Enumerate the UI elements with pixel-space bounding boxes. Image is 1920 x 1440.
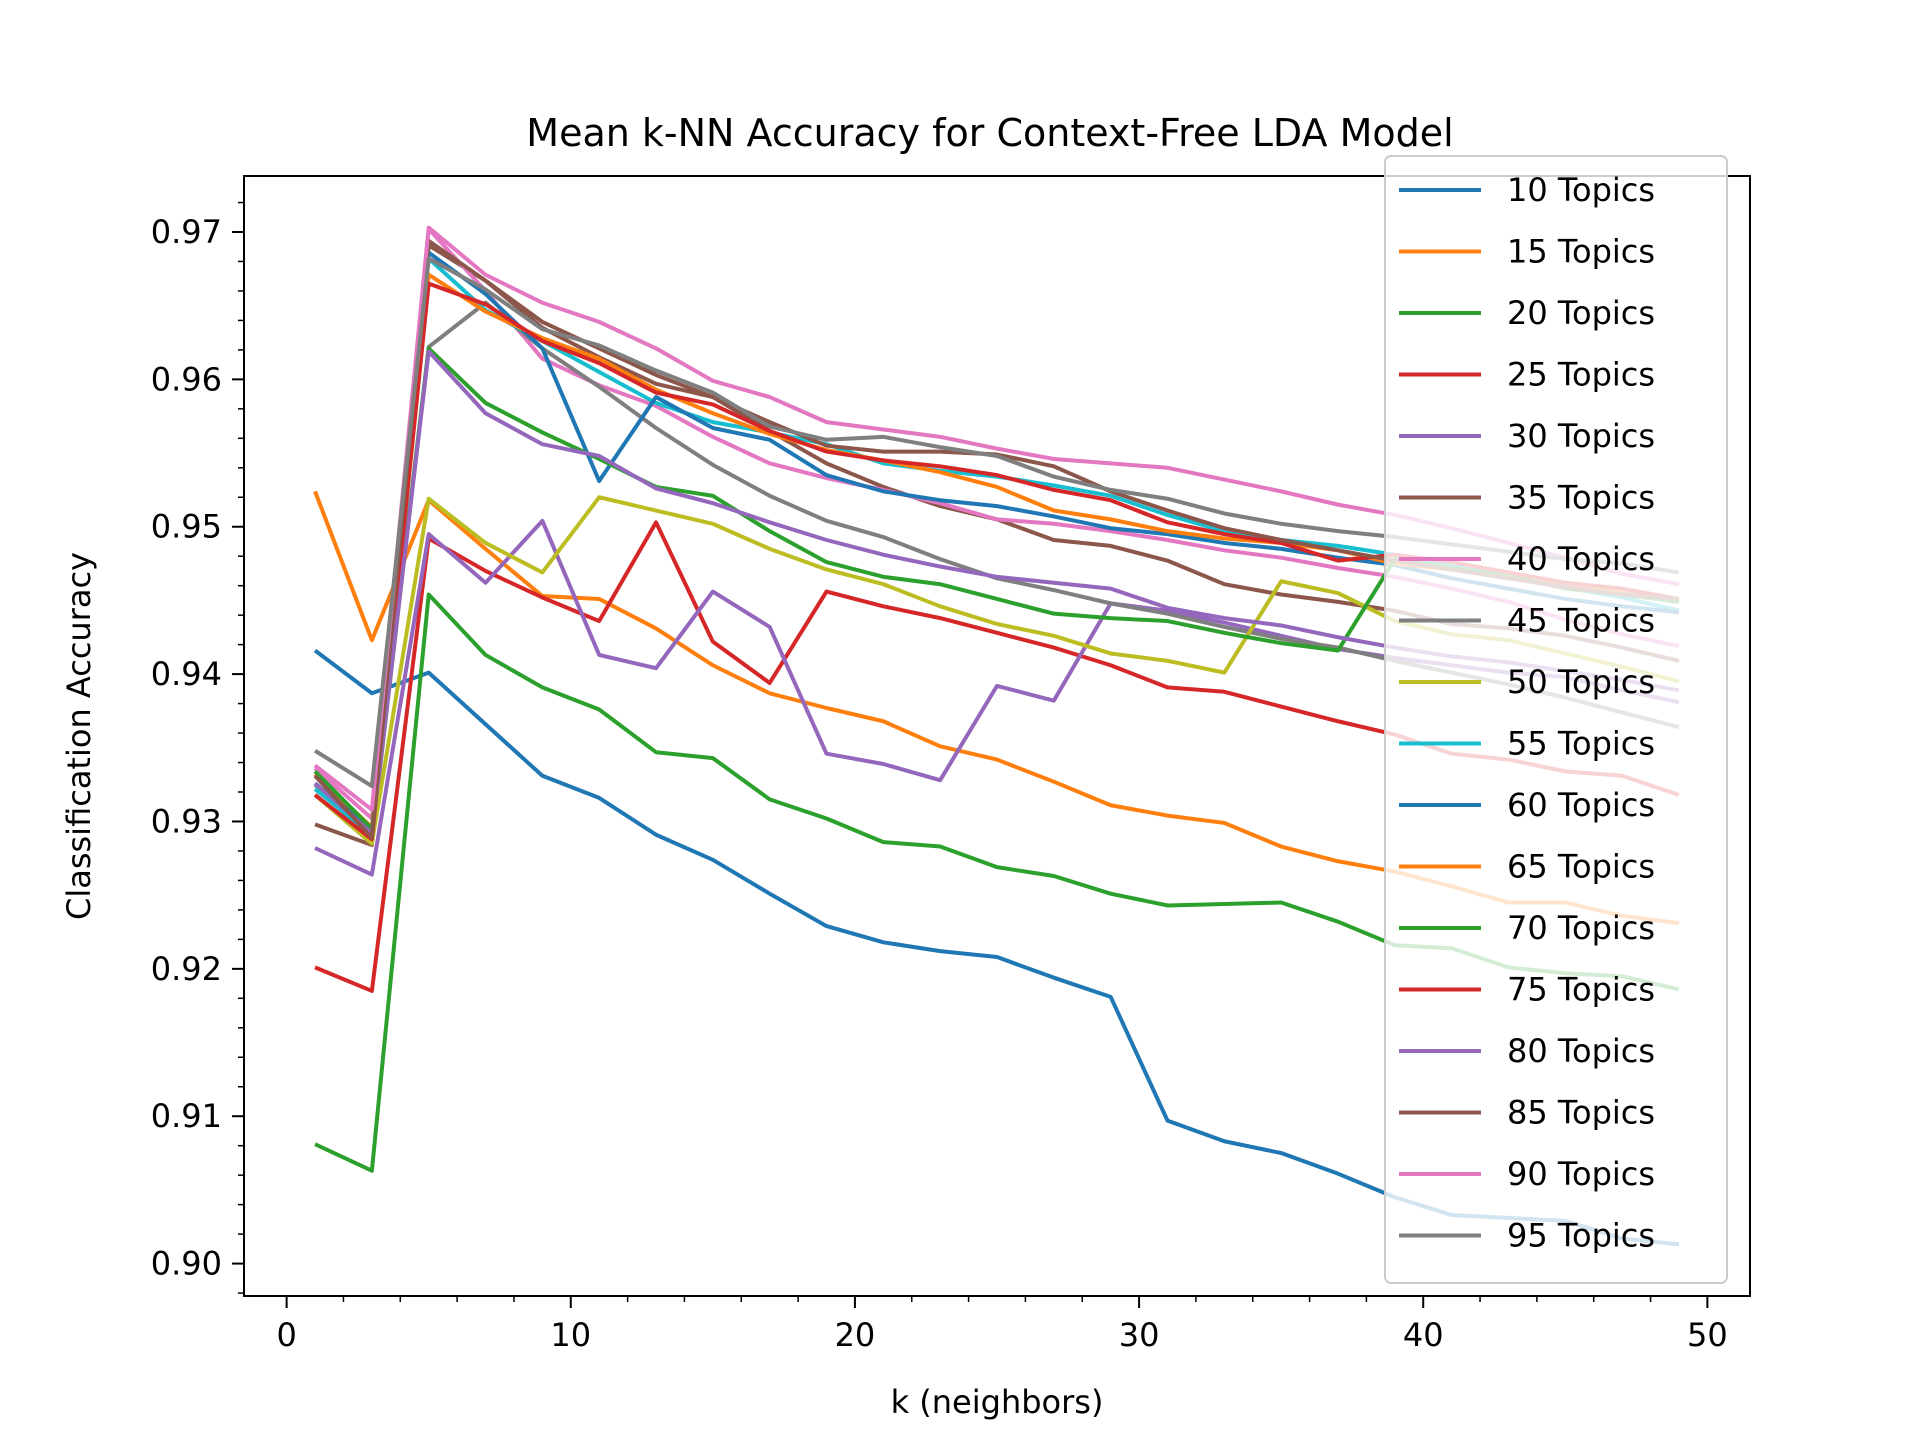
- x-axis: 0 10 20 30 40 50: [276, 1296, 1728, 1354]
- y-tick-label: 0.97: [151, 213, 222, 251]
- legend-label: 65 Topics: [1507, 848, 1655, 886]
- legend-label: 45 Topics: [1507, 602, 1655, 640]
- legend-label: 70 Topics: [1507, 909, 1655, 947]
- y-tick-label: 0.95: [151, 508, 222, 546]
- x-tick-label: 20: [835, 1316, 876, 1354]
- legend-label: 40 Topics: [1507, 540, 1655, 578]
- x-tick-label: 10: [550, 1316, 591, 1354]
- legend-label: 20 Topics: [1507, 294, 1655, 332]
- legend-label: 25 Topics: [1507, 356, 1655, 394]
- legend-label: 80 Topics: [1507, 1032, 1655, 1070]
- y-axis: 0.90 0.91 0.92 0.93 0.94 0.95 0.96 0.97: [151, 201, 244, 1294]
- legend: 10 Topics 15 Topics 20 Topics 25 Topics 30 T…: [1384, 155, 1728, 1284]
- legend-label: 30 Topics: [1507, 417, 1655, 455]
- chart-title: Mean k-NN Accuracy for Context-Free LDA …: [526, 111, 1453, 155]
- y-tick-label: 0.94: [151, 655, 222, 693]
- x-tick-label: 0: [276, 1316, 296, 1354]
- legend-label: 95 Topics: [1507, 1217, 1655, 1255]
- legend-label: 55 Topics: [1507, 725, 1655, 763]
- legend-label: 10 Topics: [1507, 171, 1655, 209]
- y-tick-label: 0.92: [151, 950, 222, 988]
- y-tick-label: 0.93: [151, 802, 222, 840]
- y-tick-label: 0.96: [151, 360, 222, 398]
- legend-label: 60 Topics: [1507, 786, 1655, 824]
- x-tick-label: 40: [1403, 1316, 1444, 1354]
- legend-label: 90 Topics: [1507, 1155, 1655, 1193]
- x-axis-label: k (neighbors): [891, 1383, 1104, 1421]
- x-tick-label: 30: [1119, 1316, 1160, 1354]
- legend-label: 75 Topics: [1507, 971, 1655, 1009]
- y-tick-label: 0.90: [151, 1245, 222, 1283]
- legend-label: 15 Topics: [1507, 233, 1655, 271]
- legend-label: 50 Topics: [1507, 663, 1655, 701]
- legend-label: 35 Topics: [1507, 479, 1655, 517]
- plot-frame: [243, 175, 1751, 1297]
- legend-label: 85 Topics: [1507, 1094, 1655, 1132]
- y-tick-label: 0.91: [151, 1097, 222, 1135]
- y-axis-label: Classification Accuracy: [60, 552, 98, 920]
- x-tick-label: 50: [1687, 1316, 1728, 1354]
